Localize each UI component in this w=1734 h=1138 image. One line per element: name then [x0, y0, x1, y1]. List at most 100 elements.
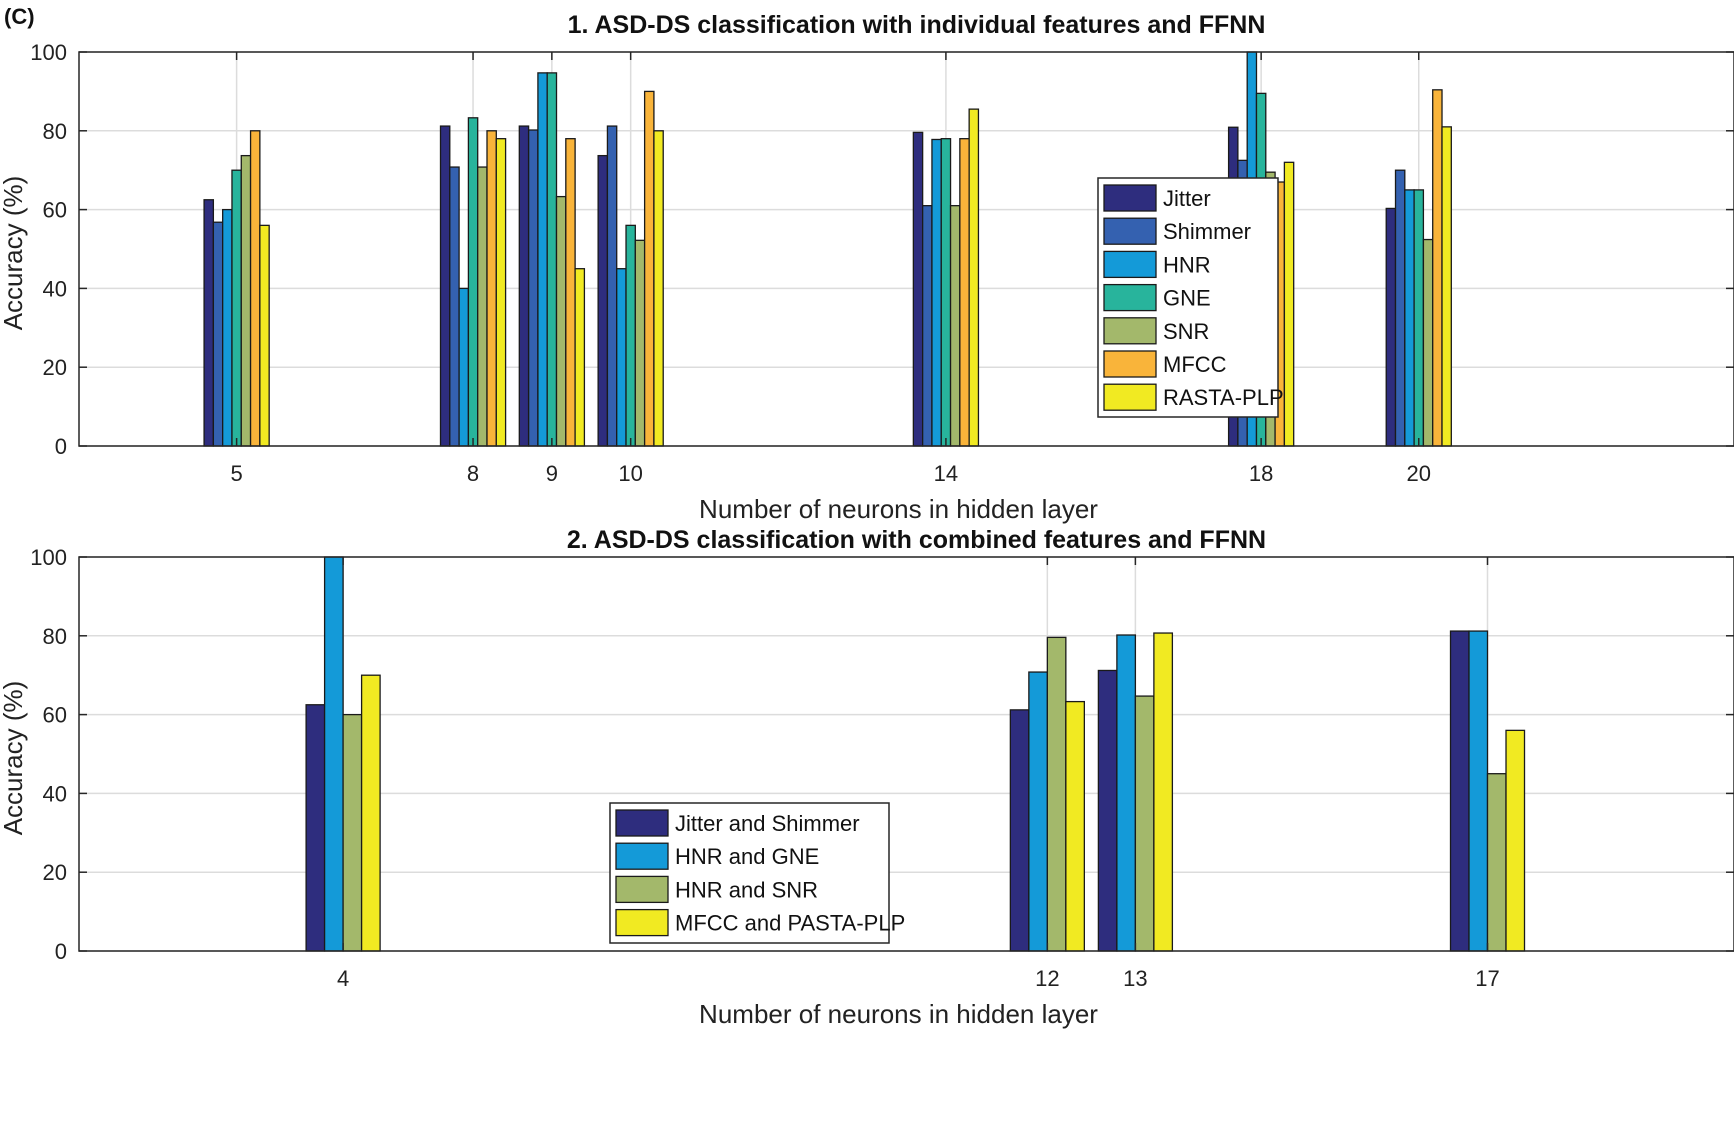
chart-2: 2. ASD-DS classification with combined f…: [0, 526, 1734, 1029]
panel-tag: (C): [4, 4, 35, 29]
bar-snr-9: [555, 195, 567, 447]
bar-snr-8: [477, 166, 488, 447]
chart-title: 2. ASD-DS classification with combined f…: [567, 526, 1266, 554]
legend-swatch: [615, 842, 669, 870]
y-tick-label: 0: [55, 434, 67, 459]
y-axis-label: Accuracy (%): [0, 681, 28, 836]
bar-hnr-8: [458, 287, 470, 447]
bar-hnr-14: [931, 138, 942, 447]
y-tick-label: 100: [30, 40, 67, 65]
y-tick-label: 40: [43, 781, 67, 806]
legend-entry: SNR: [1163, 319, 1209, 344]
bar-hnr-and-gne-12: [1028, 671, 1048, 952]
bar-gne-5: [231, 169, 242, 447]
plot-frame: [78, 556, 1734, 952]
y-tick-label: 20: [43, 860, 67, 885]
bar-hnr-20: [1404, 189, 1415, 447]
legend-swatch: [1103, 250, 1157, 279]
bar-rasta-plp-9: [574, 268, 586, 447]
bar-jitter-and-shimmer-17: [1449, 630, 1470, 952]
bar-mfcc-20: [1432, 89, 1443, 447]
x-tick-label: 8: [467, 461, 479, 486]
bar-snr-5: [240, 154, 252, 447]
legend-entry: RASTA-PLP: [1163, 385, 1284, 410]
bar-shimmer-14: [922, 205, 933, 447]
legend-entry: MFCC and PASTA-PLP: [675, 911, 905, 936]
bar-jitter-and-shimmer-4: [305, 704, 326, 952]
legend-entry: HNR and GNE: [675, 844, 819, 869]
bar-mfcc-and-pasta-plp-17: [1505, 729, 1526, 952]
bar-jitter-and-shimmer-13: [1097, 669, 1118, 952]
legend-entry: HNR and SNR: [675, 877, 818, 902]
bar-gne-9: [546, 72, 558, 447]
legend-swatch: [1103, 184, 1157, 212]
bar-mfcc-5: [249, 130, 261, 447]
bar-hnr-9: [537, 72, 548, 447]
bar-hnr-and-snr-17: [1486, 773, 1507, 952]
bar-rasta-plp-5: [259, 224, 270, 447]
bar-shimmer-9: [527, 129, 539, 447]
bar-gne-14: [940, 138, 952, 447]
legend-entry: HNR: [1163, 252, 1211, 277]
bar-shimmer-20: [1394, 169, 1406, 447]
bar-gne-10: [625, 224, 636, 447]
legend-entry: MFCC: [1163, 352, 1227, 377]
bar-rasta-plp-14: [968, 108, 980, 447]
legend-swatch: [615, 908, 669, 937]
chart-title: 1. ASD-DS classification with individual…: [568, 11, 1266, 39]
bar-shimmer-5: [212, 221, 224, 447]
x-tick-label: 20: [1407, 461, 1431, 486]
legend-swatch: [615, 875, 669, 904]
y-tick-label: 80: [43, 119, 67, 144]
bar-hnr-10: [616, 268, 627, 447]
y-tick-label: 80: [43, 624, 67, 649]
y-tick-label: 60: [43, 198, 67, 223]
plot-frame: [78, 51, 1734, 447]
legend-entry: Shimmer: [1163, 219, 1251, 244]
bar-shimmer-10: [606, 125, 618, 447]
legend-swatch: [1103, 383, 1157, 411]
bar-hnr-and-snr-12: [1046, 636, 1067, 952]
bar-jitter-8: [439, 125, 451, 447]
bar-jitter-and-shimmer-12: [1009, 709, 1030, 952]
bar-gne-20: [1413, 189, 1425, 447]
bar-rasta-plp-18: [1283, 161, 1295, 447]
bar-hnr-and-gne-17: [1468, 630, 1489, 952]
x-tick-label: 13: [1123, 966, 1147, 991]
bar-shimmer-8: [449, 166, 460, 447]
legend-swatch: [1103, 283, 1157, 312]
bar-snr-20: [1422, 238, 1434, 447]
y-tick-label: 100: [30, 545, 67, 570]
x-tick-label: 4: [337, 966, 349, 991]
legend-swatch: [1103, 350, 1157, 378]
y-tick-label: 40: [43, 276, 67, 301]
bar-hnr-and-gne-4: [323, 556, 344, 952]
x-tick-label: 14: [934, 461, 958, 486]
bar-jitter-20: [1385, 207, 1397, 447]
chart-1: 1. ASD-DS classification with individual…: [0, 11, 1734, 524]
bar-snr-14: [949, 205, 961, 447]
legend: Jitter Shimmer HNR GNE SNR MFCC RASTA-PLP: [1097, 177, 1284, 418]
bar-jitter-14: [912, 131, 924, 447]
bar-mfcc-10: [643, 90, 655, 447]
y-tick-label: 0: [55, 939, 67, 964]
x-tick-label: 10: [618, 461, 642, 486]
legend-entry: Jitter: [1163, 186, 1211, 211]
bar-mfcc-and-pasta-plp-4: [360, 674, 381, 952]
legend-swatch: [615, 809, 669, 837]
y-tick-label: 60: [43, 703, 67, 728]
bar-hnr-and-gne-13: [1116, 634, 1137, 952]
legend-swatch: [1103, 217, 1157, 245]
y-axis-label: Accuracy (%): [0, 176, 28, 331]
x-axis-label: Number of neurons in hidden layer: [699, 494, 1098, 524]
bar-rasta-plp-10: [653, 130, 664, 447]
legend-swatch: [1103, 317, 1157, 345]
bar-hnr-and-snr-4: [342, 713, 363, 952]
bar-mfcc-14: [959, 138, 970, 447]
legend: Jitter and Shimmer HNR and GNE HNR and SNR…: [609, 802, 905, 944]
bar-mfcc-and-pasta-plp-13: [1153, 632, 1174, 952]
x-tick-label: 12: [1035, 966, 1059, 991]
bar-rasta-plp-20: [1441, 126, 1452, 447]
